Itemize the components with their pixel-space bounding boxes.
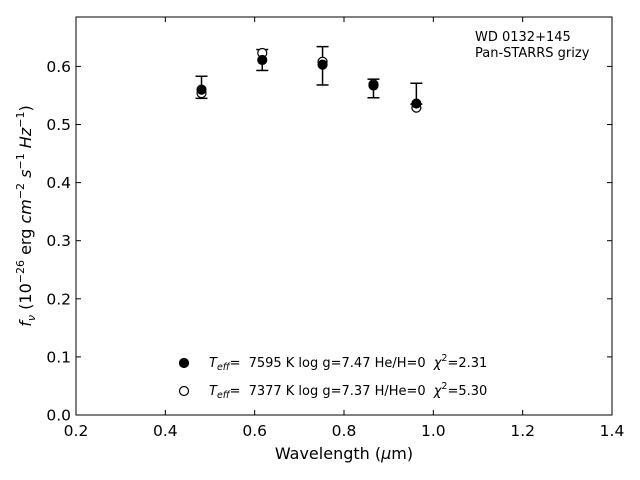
annotation-object-name: WD 0132+145	[475, 30, 571, 45]
x-axis-label: Wavelength (μm)	[275, 444, 413, 463]
y-tick-label-1: 0.1	[46, 348, 71, 366]
y-tick-label-0: 0.0	[46, 407, 71, 425]
filled-point-1	[257, 54, 268, 66]
plot-frame	[75, 16, 613, 416]
x-tick-label-3: 0.8	[332, 422, 357, 440]
y-tick-label-3: 0.3	[46, 232, 71, 250]
data-markers	[196, 47, 422, 113]
legend-entry-1: Teff= 7595 K log g=7.47 He/H=0 χ2=2.31	[178, 353, 487, 373]
y-axis-label: fν (10−26 erg cm−2 s−1 Hz−1)	[14, 105, 38, 326]
annotation-survey-name: Pan-STARRS grizy	[475, 46, 590, 61]
legend-entry-2: Teff= 7377 K log g=7.37 H/He=0 χ2=5.30	[178, 381, 487, 401]
legend-filled-circle-marker	[178, 357, 190, 369]
axis-ticks: 0.2 0.4 0.6 0.8 1.0 1.2 1.4 0.0 0.1 0.2 0.3 0.4 0.5 0…	[46, 17, 624, 440]
x-axis-title: Wavelength (μm)	[275, 444, 413, 463]
y-tick-label-4: 0.4	[46, 174, 71, 192]
annotation: WD 0132+145 Pan-STARRS grizy	[475, 30, 590, 61]
legend-open-circle-marker	[178, 385, 190, 397]
x-tick-label-2: 0.6	[242, 422, 267, 440]
filled-point-3	[368, 80, 379, 91]
legend-label-1: Teff= 7595 K log g=7.47 He/H=0 χ2=2.31	[209, 353, 487, 373]
x-tick-label-1: 0.4	[153, 422, 178, 440]
filled-point-4	[411, 98, 422, 109]
legend: Teff= 7595 K log g=7.47 He/H=0 χ2=2.31 Tef…	[178, 353, 487, 401]
legend-label-2: Teff= 7377 K log g=7.37 H/He=0 χ2=5.30	[209, 381, 487, 401]
filled-point-0	[196, 84, 207, 95]
y-tick-label-5: 0.5	[46, 116, 71, 134]
x-tick-label-0: 0.2	[64, 422, 89, 440]
x-tick-label-6: 1.4	[600, 422, 625, 440]
y-axis-title: fν (10−26 erg cm−2 s−1 Hz−1)	[14, 105, 38, 326]
x-tick-label-5: 1.2	[510, 422, 535, 440]
filled-point-2	[317, 59, 328, 70]
y-tick-label-2: 0.2	[46, 290, 71, 308]
x-tick-label-4: 1.0	[421, 422, 446, 440]
y-tick-label-6: 0.6	[46, 58, 71, 76]
